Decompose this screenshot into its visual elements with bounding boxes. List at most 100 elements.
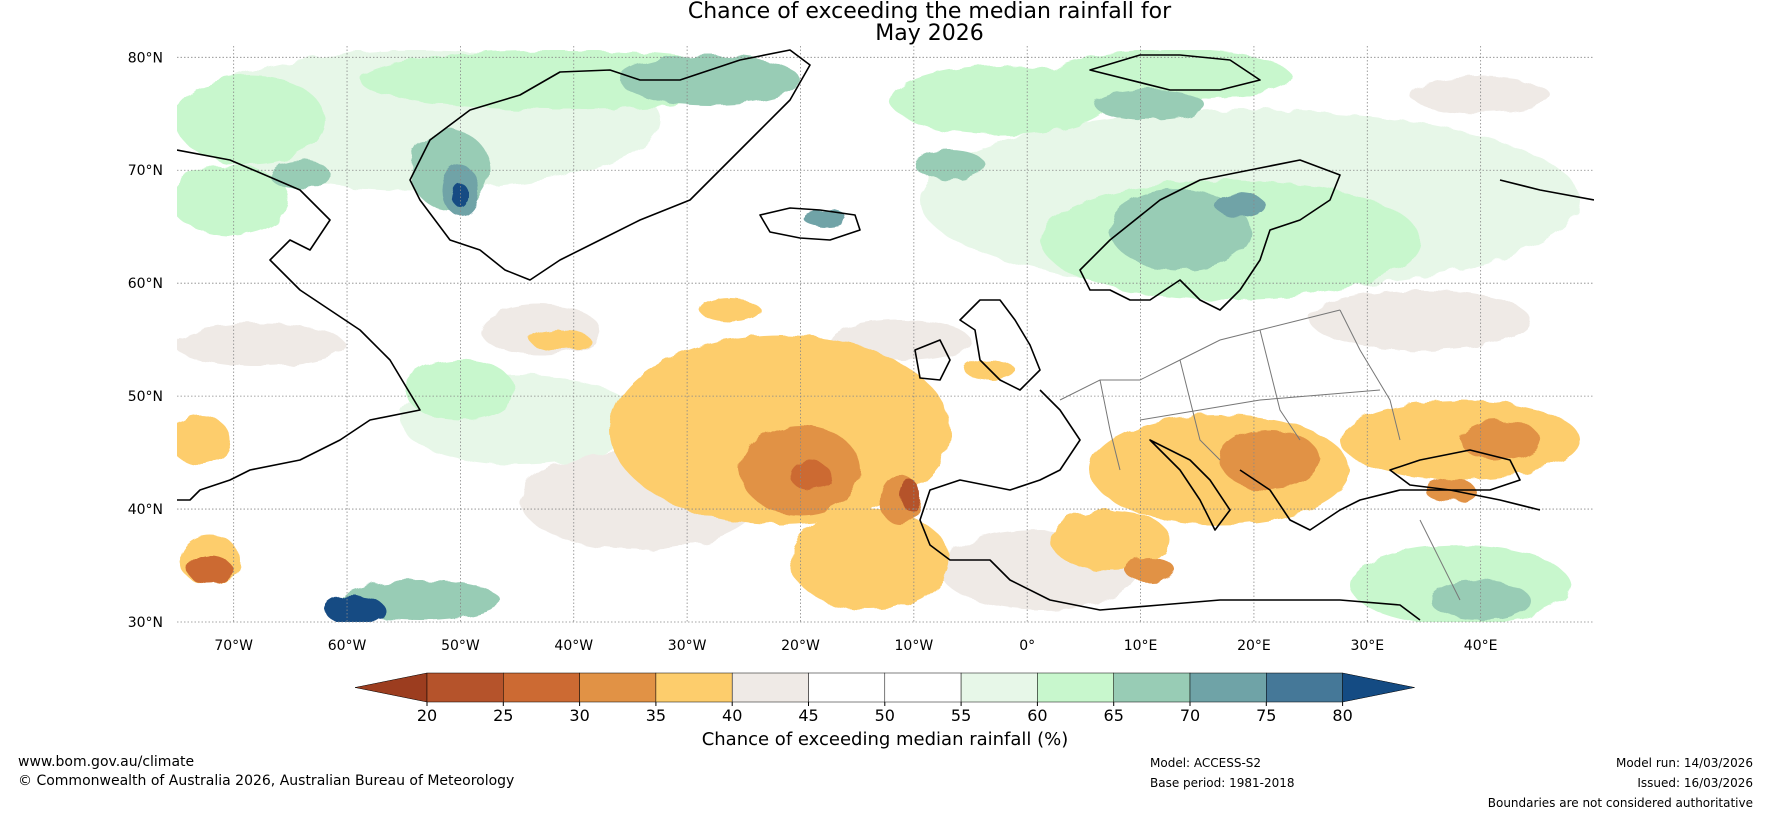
colorbar-segment: [426, 672, 504, 703]
coastlines: [177, 49, 1594, 621]
longitude-labels: 70°W 60°W 50°W 40°W 30°W 20°W 10°W 0° 10°E 20°E 30…: [214, 638, 1497, 654]
base-period: Base period: 1981-2018: [1150, 776, 1295, 790]
border-line-2: [1099, 379, 1121, 471]
country-borders: [1059, 309, 1461, 601]
border-line-3: [1179, 359, 1221, 461]
colorbar-tick-label: 55: [951, 706, 971, 725]
graticule: [177, 46, 1594, 623]
colorbar-segment: [1266, 672, 1343, 703]
colorbar-segment: [503, 672, 580, 703]
colorbar-segment: [1113, 672, 1191, 703]
map-panel: [177, 46, 1594, 623]
shade-patch-brown-2: [900, 480, 920, 510]
latitude-label: 40°N: [128, 502, 163, 518]
model-run-date: Model run: 14/03/2026: [1615, 756, 1753, 770]
colorbar-tick-label: 40: [722, 706, 742, 725]
shade-patch-blue-2: [1215, 193, 1265, 217]
colorbar-segment: [1037, 672, 1114, 703]
shade-patch-orange-4: [1460, 420, 1540, 460]
border-line-7: [1419, 519, 1461, 601]
shade-patch-yellow-2: [790, 510, 950, 610]
shade-patch-teal-6: [270, 160, 330, 190]
model-name: Model: ACCESS-S2: [1150, 756, 1262, 770]
colorbar-tick-label: 20: [417, 706, 437, 725]
latitude-label: 50°N: [128, 389, 163, 405]
shade-patch-green-1: [177, 75, 325, 165]
copyright-notice: © Commonwealth of Australia 2026, Austra…: [18, 773, 515, 789]
shade-patch-orange-3: [1220, 430, 1320, 490]
shade-patch-darkblue-2: [452, 183, 468, 207]
shade-patch-green-4: [890, 65, 1110, 135]
longitude-label: 50°W: [441, 638, 480, 654]
shade-patch-orange-6: [188, 555, 232, 585]
shade-patch-teal-7: [1430, 580, 1530, 620]
colorbar-segment: [960, 672, 1038, 703]
colorbar-tick-label: 65: [1104, 706, 1124, 725]
shade-patch-blue-3: [803, 210, 847, 226]
colorbar-extend-high: [1342, 672, 1415, 703]
north-russia-coast: [1499, 179, 1594, 201]
colorbar-tick-label: 35: [646, 706, 666, 725]
colorbar-tick-label: 50: [875, 706, 895, 725]
longitude-label: 10°W: [895, 638, 934, 654]
latitude-label: 70°N: [128, 163, 163, 179]
balkans-turkey-coast: [1239, 469, 1541, 531]
colorbar-label: Chance of exceeding median rainfall (%): [702, 729, 1069, 750]
colorbar-segment: [731, 672, 809, 703]
latitude-labels: 80°N 70°N 60°N 50°N 40°N 30°N: [128, 50, 163, 631]
shade-patch-teal-4: [620, 55, 800, 105]
colorbar-tick-label: 80: [1332, 706, 1352, 725]
longitude-label: 60°W: [328, 638, 367, 654]
italy-coast: [1149, 439, 1231, 531]
shade-patch-yellow-8: [700, 298, 760, 322]
shade-patch-teal-3: [915, 150, 985, 180]
border-line-5: [1339, 309, 1401, 441]
black-sea-coast: [1389, 449, 1521, 491]
longitude-label: 30°E: [1350, 638, 1384, 654]
colorbar-tick-label: 75: [1256, 706, 1276, 725]
map-title-line-1: Chance of exceeding the median rainfall …: [687, 0, 1172, 24]
probability-shading: [177, 50, 1580, 622]
colorbar-tick-labels: 20 25 30 35 40 45 50 55 60 65 70 75 80: [417, 702, 1353, 725]
shade-patch-teal-1: [1110, 190, 1250, 270]
colorbar-extend-low: [354, 672, 428, 703]
website-link[interactable]: www.bom.gov.au/climate: [18, 754, 195, 770]
colorbar-tick-label: 45: [798, 706, 818, 725]
europe-africa-coast: [919, 389, 1421, 621]
longitude-label: 0°: [1019, 638, 1035, 654]
shade-patch-grey-5: [1310, 290, 1530, 350]
iceland-coast: [759, 207, 861, 241]
shade-patch-yellow-5: [1050, 510, 1170, 570]
border-line-4: [1259, 329, 1301, 441]
longitude-label: 40°E: [1464, 638, 1498, 654]
border-line-6: [1139, 389, 1381, 421]
border-line-1: [1059, 309, 1341, 401]
colorbar-segment: [655, 672, 733, 703]
colorbar-tick-label: 60: [1027, 706, 1047, 725]
colorbar-tick-label: 70: [1180, 706, 1200, 725]
shade-patch-grey-2: [480, 305, 600, 355]
longitude-label: 30°W: [668, 638, 707, 654]
colorbar-tick-label: 25: [493, 706, 513, 725]
latitude-label: 30°N: [128, 615, 163, 631]
shade-patch-yellow-6: [177, 415, 230, 465]
great-britain-coast: [959, 299, 1041, 391]
shade-patch-teal-5: [1095, 90, 1205, 120]
colorbar-segment: [884, 672, 962, 703]
colorbar-segment: [1189, 672, 1267, 703]
latitude-label: 80°N: [128, 50, 163, 66]
longitude-label: 20°W: [781, 638, 820, 654]
colorbar: [354, 672, 1415, 703]
colorbar-segment: [808, 672, 886, 703]
boundaries-disclaimer: Boundaries are not considered authoritat…: [1487, 796, 1753, 810]
shade-patch-grey-6: [1410, 77, 1550, 113]
greenland-coast: [409, 49, 811, 281]
longitude-label: 20°E: [1237, 638, 1271, 654]
colorbar-segment: [579, 672, 657, 703]
scandinavia-coast: [1079, 159, 1341, 311]
map-title-line-2: May 2026: [875, 21, 984, 46]
shade-patch-grey-1: [177, 323, 345, 367]
ireland-coast: [914, 339, 951, 381]
latitude-label: 60°N: [128, 276, 163, 292]
